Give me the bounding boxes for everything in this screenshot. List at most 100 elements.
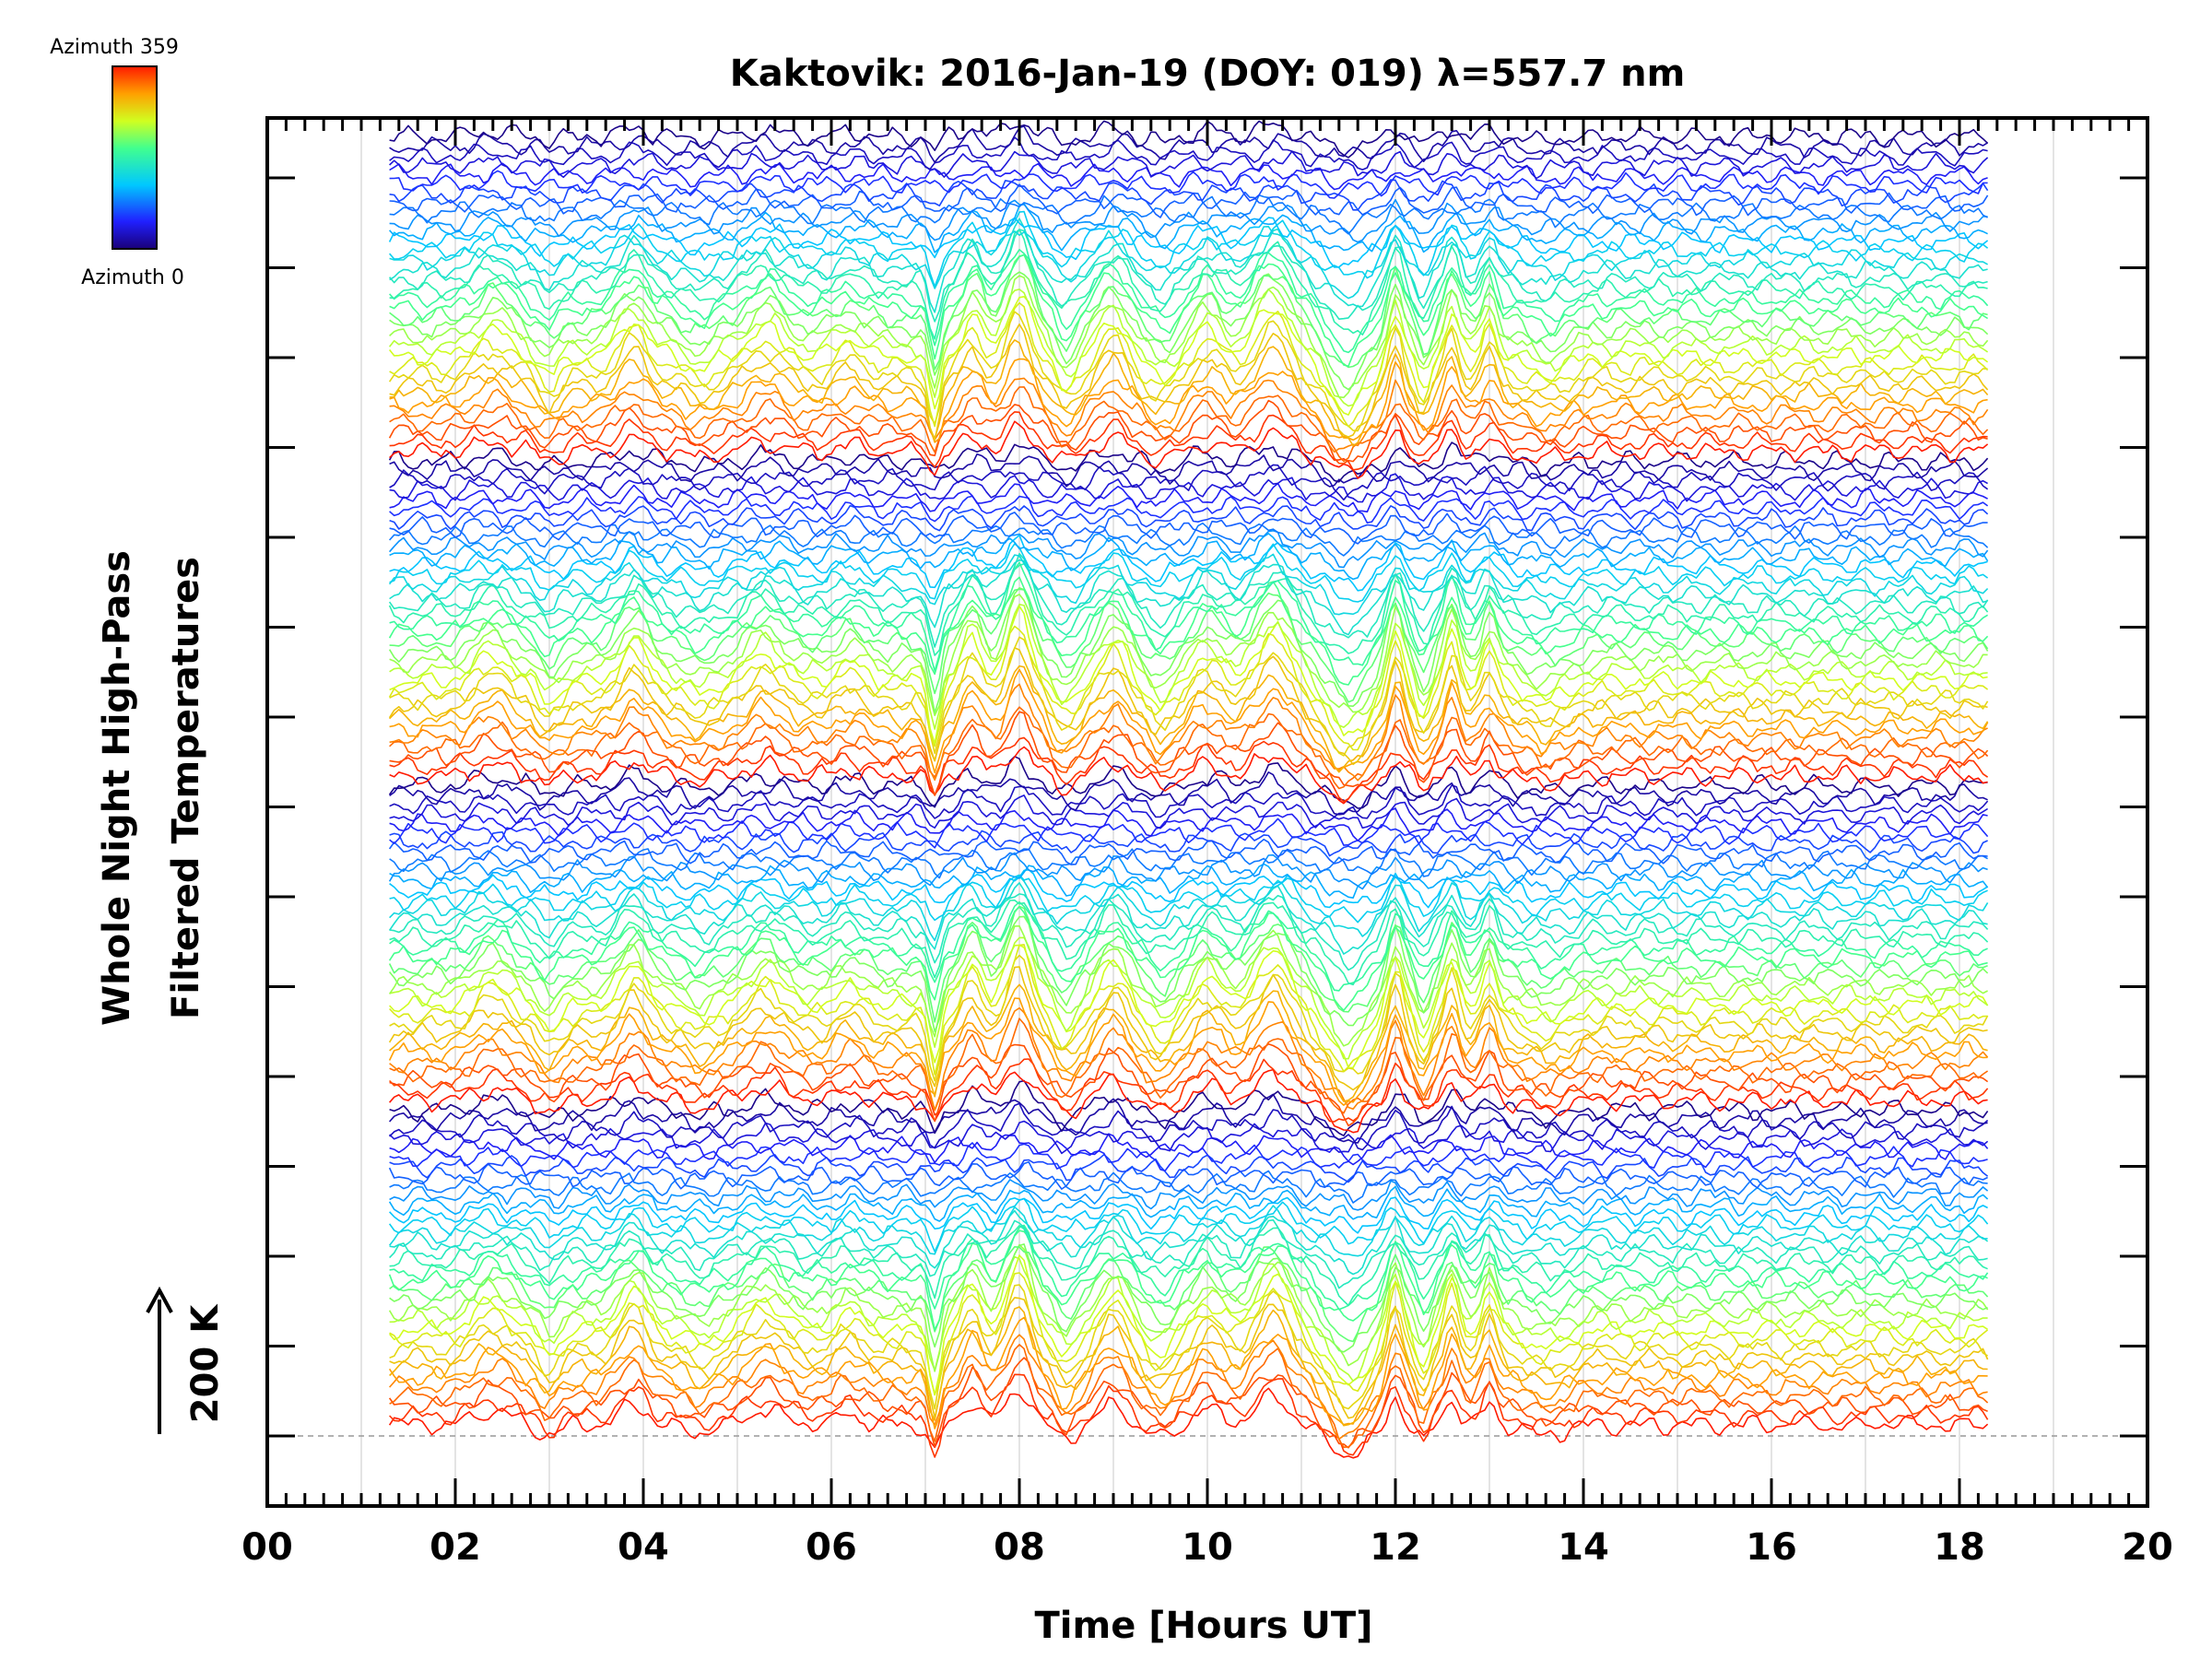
temperature-trace bbox=[388, 1161, 1988, 1190]
temperature-trace bbox=[389, 453, 1989, 488]
temperature-trace bbox=[389, 848, 1988, 879]
temperature-trace bbox=[388, 553, 1989, 648]
temperature-trace bbox=[389, 1225, 1988, 1307]
temperature-trace bbox=[389, 1043, 1989, 1127]
temperature-trace bbox=[389, 818, 1989, 849]
temperature-trace bbox=[389, 1344, 1989, 1448]
trace-group bbox=[388, 120, 1989, 1459]
temperature-trace bbox=[389, 420, 1989, 479]
temperature-trace bbox=[388, 852, 1988, 890]
temperature-trace bbox=[389, 504, 1989, 532]
temperature-trace bbox=[389, 830, 1988, 857]
temperature-trace bbox=[389, 954, 1989, 1082]
temperature-trace bbox=[388, 1068, 1988, 1134]
temperature-trace bbox=[388, 915, 1989, 1032]
temperature-trace bbox=[389, 746, 1988, 805]
temperature-trace bbox=[388, 838, 1988, 865]
temperature-trace bbox=[389, 936, 1989, 1060]
temperature-trace bbox=[388, 399, 1988, 465]
temperature-trace bbox=[389, 868, 1989, 909]
scale-arrow-head bbox=[146, 1286, 173, 1313]
temperature-trace bbox=[389, 1102, 1989, 1151]
temperature-trace bbox=[389, 543, 1989, 603]
temperature-trace bbox=[389, 875, 1989, 942]
temperature-trace bbox=[389, 1133, 1989, 1166]
temperature-trace bbox=[389, 226, 1988, 300]
temperature-trace bbox=[389, 194, 1988, 235]
temperature-trace bbox=[389, 1006, 1989, 1112]
x-tick-label: 04 bbox=[618, 1526, 669, 1569]
colorbar bbox=[112, 65, 158, 250]
temperature-trace bbox=[389, 411, 1988, 471]
temperature-trace bbox=[389, 1272, 1989, 1396]
temperature-trace bbox=[388, 576, 1989, 686]
temperature-trace bbox=[389, 944, 1988, 1076]
temperature-trace bbox=[388, 924, 1988, 1047]
temperature-trace bbox=[388, 288, 1989, 407]
y-axis-label-line1: Whole Night High-Pass bbox=[96, 550, 138, 1026]
temperature-trace bbox=[388, 1316, 1988, 1430]
temperature-trace bbox=[388, 1357, 1988, 1449]
temperature-trace bbox=[389, 706, 1989, 790]
x-tick-label: 14 bbox=[1558, 1526, 1609, 1569]
scale-label: 200 K bbox=[184, 1303, 227, 1423]
temperature-trace bbox=[389, 1058, 1989, 1123]
temperature-trace bbox=[389, 495, 1989, 524]
temperature-trace bbox=[388, 1093, 1988, 1144]
temperature-trace bbox=[389, 1334, 1988, 1441]
temperature-trace bbox=[389, 1170, 1988, 1204]
y-axis-label-line2: Filtered Temperatures bbox=[165, 557, 207, 1019]
temperature-trace bbox=[389, 170, 1988, 199]
temperature-trace bbox=[388, 1230, 1988, 1331]
temperature-trace bbox=[388, 647, 1988, 766]
temperature-trace bbox=[389, 253, 1989, 368]
axis-ticks bbox=[265, 118, 2149, 1506]
temperature-trace bbox=[389, 377, 1989, 453]
x-tick-label: 06 bbox=[806, 1526, 857, 1569]
temperature-trace bbox=[389, 1246, 1989, 1343]
temperature-trace bbox=[388, 756, 1988, 809]
temperature-trace bbox=[389, 229, 1988, 340]
x-tick-label: 18 bbox=[1934, 1526, 1985, 1569]
temperature-trace bbox=[388, 441, 1989, 483]
temperature-trace bbox=[389, 120, 1989, 159]
temperature-trace bbox=[389, 561, 1989, 672]
temperature-trace bbox=[389, 1306, 1988, 1427]
temperature-trace bbox=[389, 588, 1989, 703]
chart-title: Kaktovik: 2016-Jan-19 (DOY: 019) λ=557.7… bbox=[730, 53, 1686, 95]
temperature-trace bbox=[389, 604, 1988, 730]
temperature-trace bbox=[389, 893, 1989, 971]
temperature-trace bbox=[389, 1153, 1989, 1183]
temperature-trace bbox=[389, 1142, 1988, 1172]
temperature-trace bbox=[388, 553, 1989, 616]
temperature-trace bbox=[389, 534, 1988, 592]
x-tick-label: 10 bbox=[1182, 1526, 1233, 1569]
temperature-trace bbox=[389, 522, 1989, 557]
x-tick-label: 02 bbox=[429, 1526, 481, 1569]
temperature-trace bbox=[388, 966, 1988, 1091]
temperature-trace bbox=[388, 1205, 1988, 1257]
temperature-trace bbox=[389, 136, 1988, 171]
temperature-trace bbox=[389, 1120, 1989, 1155]
colorbar-bottom-label: Azimuth 0 bbox=[81, 266, 184, 289]
x-tick-label: 08 bbox=[994, 1526, 1045, 1569]
temperature-trace bbox=[389, 125, 1989, 163]
temperature-trace bbox=[389, 1284, 1989, 1410]
temperature-trace bbox=[389, 386, 1989, 463]
temperature-trace bbox=[388, 1387, 1989, 1459]
temperature-trace bbox=[389, 899, 1989, 986]
temperature-trace bbox=[389, 275, 1989, 399]
temperature-trace bbox=[389, 559, 1988, 636]
temperature-trace bbox=[388, 1243, 1989, 1372]
temperature-trace bbox=[388, 1197, 1989, 1253]
temperature-trace bbox=[389, 771, 1988, 816]
temperature-trace bbox=[389, 464, 1989, 501]
x-axis-label: Time [Hours UT] bbox=[1035, 1605, 1373, 1647]
temperature-trace bbox=[389, 983, 1988, 1102]
temperature-trace bbox=[389, 794, 1989, 830]
x-tick-label: 20 bbox=[2122, 1526, 2173, 1569]
x-tick-label: 16 bbox=[1746, 1526, 1797, 1569]
temperature-trace bbox=[389, 1297, 1989, 1419]
temperature-trace bbox=[389, 301, 1989, 428]
